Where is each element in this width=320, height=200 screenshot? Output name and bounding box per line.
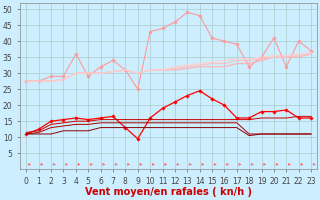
X-axis label: Vent moyen/en rafales ( kn/h ): Vent moyen/en rafales ( kn/h ) (85, 187, 252, 197)
